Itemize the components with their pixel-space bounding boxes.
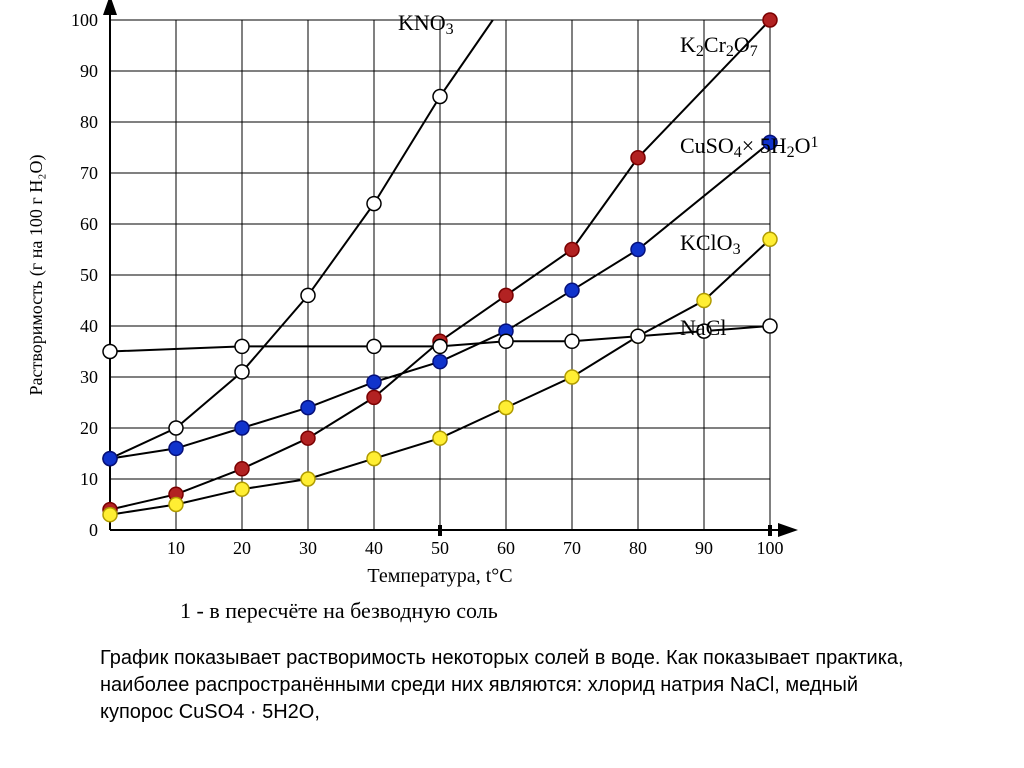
svg-text:30: 30 <box>80 367 98 387</box>
svg-text:100: 100 <box>757 538 784 558</box>
svg-text:Растворимость (г на 100 г H₂O): Растворимость (г на 100 г H₂O) <box>26 155 47 396</box>
footnote: 1 - в пересчёте на безводную соль <box>180 598 498 624</box>
svg-text:20: 20 <box>233 538 251 558</box>
svg-text:0: 0 <box>89 520 98 540</box>
svg-text:10: 10 <box>80 469 98 489</box>
svg-text:70: 70 <box>80 163 98 183</box>
caption-text: График показывает растворимость некоторы… <box>100 645 920 726</box>
svg-text:30: 30 <box>299 538 317 558</box>
svg-text:60: 60 <box>497 538 515 558</box>
svg-text:10: 10 <box>167 538 185 558</box>
svg-text:KNO3: KNO3 <box>398 10 454 38</box>
svg-text:60: 60 <box>80 214 98 234</box>
svg-text:80: 80 <box>629 538 647 558</box>
svg-text:80: 80 <box>80 112 98 132</box>
svg-text:40: 40 <box>80 316 98 336</box>
svg-text:50: 50 <box>80 265 98 285</box>
svg-text:CuSO4× 5H2O1: CuSO4× 5H2O1 <box>680 133 818 161</box>
svg-text:40: 40 <box>365 538 383 558</box>
svg-text:50: 50 <box>431 538 449 558</box>
svg-text:90: 90 <box>695 538 713 558</box>
svg-text:NaCl: NaCl <box>680 315 726 340</box>
svg-text:Температура, t°C: Температура, t°C <box>367 565 512 587</box>
svg-text:100: 100 <box>71 10 98 30</box>
svg-text:20: 20 <box>80 418 98 438</box>
svg-text:70: 70 <box>563 538 581 558</box>
svg-text:90: 90 <box>80 61 98 81</box>
svg-text:K2Cr2O7: K2Cr2O7 <box>680 32 758 60</box>
svg-text:KClO3: KClO3 <box>680 230 741 258</box>
